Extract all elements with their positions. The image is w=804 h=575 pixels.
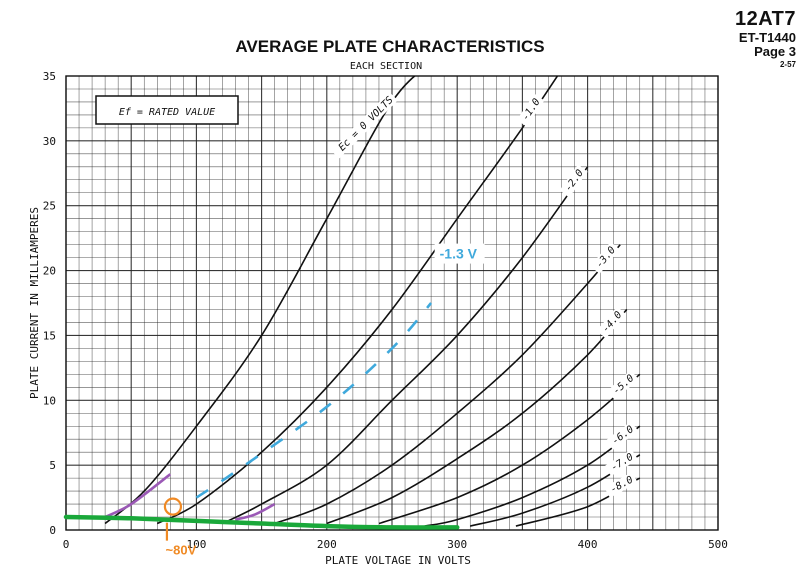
curve-label-group: -8.0 — [604, 472, 638, 498]
curve-label-group: -7.0 — [604, 449, 638, 477]
curve-label-group: -6.0 — [605, 421, 639, 450]
x-tick-label: 200 — [317, 538, 337, 551]
load-line-label-bg — [434, 243, 485, 264]
curve--1.0 — [156, 76, 559, 525]
y-axis-label: PLATE CURRENT IN MILLIAMPERES — [28, 207, 41, 399]
curve-label: -8.0 — [609, 474, 635, 495]
y-tick-label: 20 — [43, 265, 56, 278]
x-tick-label: 100 — [186, 538, 206, 551]
curve--2.0 — [222, 166, 589, 525]
curve-label-group: -5.0 — [606, 370, 639, 400]
y-tick-label: 5 — [49, 459, 56, 472]
y-tick-label: 35 — [43, 70, 56, 83]
tube-type: 12AT7 — [734, 8, 796, 30]
chart-subtitle: EACH SECTION — [350, 61, 422, 72]
green-operating-line — [63, 514, 460, 530]
curve-label-bg — [604, 449, 638, 477]
y-tick-label: 15 — [43, 329, 56, 342]
curve--3.0 — [274, 244, 621, 525]
curve-label-bg — [605, 421, 639, 450]
load-line-label: -1.3 V — [440, 246, 478, 262]
condition-box-label: Ef = RATED VALUE — [119, 107, 215, 118]
x-tick-label: 500 — [708, 538, 728, 551]
plot-frame — [65, 75, 719, 531]
y-tick-label: 25 — [43, 200, 56, 213]
curve-label-bg — [330, 91, 398, 159]
x-tick-label: 0 — [63, 538, 70, 551]
x-tick-label: 300 — [447, 538, 467, 551]
chart-title: AVERAGE PLATE CHARACTERISTICS — [235, 37, 544, 56]
curve-label-bg — [516, 93, 545, 127]
curve--6.0 — [424, 425, 641, 527]
page-number: Page 3 — [754, 44, 796, 59]
curve-label-bg — [606, 370, 639, 400]
curve--4.0 — [326, 308, 628, 525]
curve-label: -1.0 — [520, 97, 543, 123]
operating-point-label: ~80V — [166, 543, 197, 558]
condition-box: Ef = RATED VALUE — [95, 95, 239, 125]
curve-ec-0-volts — [104, 76, 416, 525]
curve-label-group: -1.0 — [516, 93, 545, 127]
y-tick-label: 10 — [43, 394, 56, 407]
y-tick-label: 30 — [43, 135, 56, 148]
curve-label-bg — [596, 306, 627, 339]
load-line — [195, 302, 433, 499]
purple-segment — [104, 473, 172, 519]
condition-box-frame — [95, 95, 239, 125]
curve-label-bg — [559, 164, 588, 198]
purple-segment — [235, 502, 276, 521]
curve--5.0 — [378, 373, 641, 525]
curve-label-group: -3.0 — [590, 241, 620, 274]
sheet-date: 2-57 — [779, 60, 796, 69]
x-tick-label: 400 — [578, 538, 598, 551]
curve-label: -7.0 — [609, 452, 635, 474]
curve-label-bg — [604, 472, 638, 498]
x-axis-label: PLATE VOLTAGE IN VOLTS — [325, 554, 471, 567]
y-tick-label: 0 — [49, 524, 56, 537]
tube-code: ET-T1440 — [738, 30, 796, 45]
operating-point-marker — [163, 497, 183, 516]
grid — [65, 75, 719, 531]
curve-label-bg — [590, 241, 620, 274]
